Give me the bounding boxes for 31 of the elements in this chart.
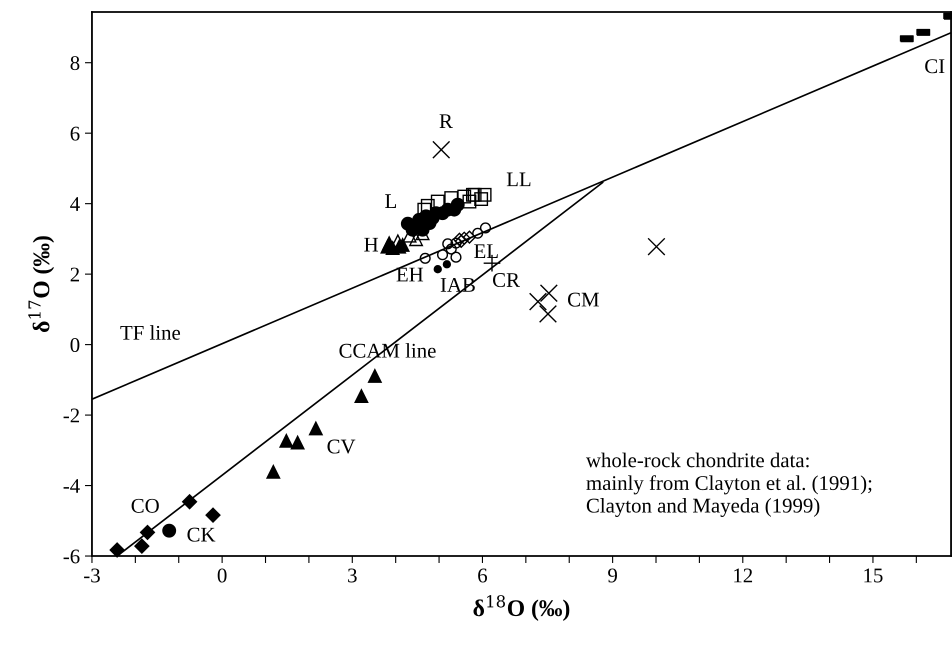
annotation: TF line: [120, 325, 180, 340]
annotation: EH: [396, 268, 424, 282]
x-tick-label: 9: [608, 568, 617, 582]
y-tick-label: 8: [70, 56, 80, 70]
annotation: EL: [474, 244, 498, 258]
annotation: H: [364, 238, 378, 252]
x-tick-label: 3: [348, 568, 357, 582]
y-tick-label: -6: [64, 549, 80, 564]
annotation: whole-rock chondrite data: mainly from Clayton et al. (1991); Clayton and Mayeda (1999): [586, 452, 872, 517]
y-tick-label: -2: [64, 408, 80, 422]
y-tick-label: 2: [70, 268, 80, 282]
y-tick-label: 0: [70, 338, 80, 352]
y-tick-label: -4: [64, 479, 80, 493]
annotation: CI: [925, 59, 944, 74]
x-axis-title: δ$^{18}$O (‰): [473, 595, 570, 621]
annotation: CK: [187, 528, 216, 542]
x-tick-label: 0: [218, 568, 227, 582]
annotation: CO: [132, 498, 159, 513]
x-tick-label: -3: [84, 568, 100, 582]
annotation: LL: [506, 172, 530, 186]
annotation: CR: [493, 273, 520, 288]
y-axis-title: δ$^{17}$O (‰): [28, 236, 54, 332]
y-tick-label: 6: [70, 126, 80, 141]
annotation: CV: [327, 440, 356, 454]
x-tick-label: 12: [734, 568, 752, 582]
annotation: L: [385, 194, 396, 208]
x-tick-label: 6: [478, 568, 488, 582]
x-tick-label: 15: [864, 568, 883, 582]
annotation: CM: [568, 292, 599, 307]
y-tick-label: 4: [70, 197, 80, 211]
annotation: R: [440, 114, 453, 128]
